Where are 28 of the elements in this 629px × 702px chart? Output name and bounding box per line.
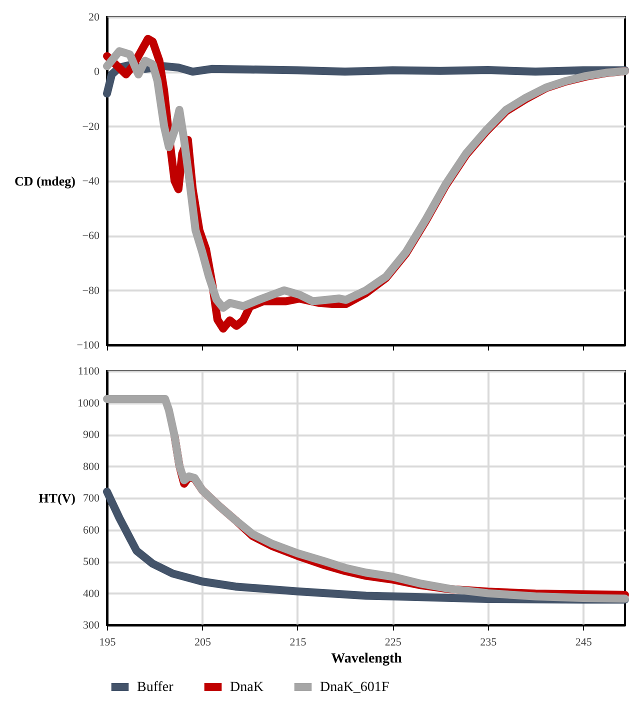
y-tick-label: 1100 xyxy=(78,366,100,378)
y-tick-label: 600 xyxy=(83,524,100,536)
y-tick-label: −20 xyxy=(82,120,100,133)
y-tick-label: −60 xyxy=(82,230,100,242)
y-tick-label: 500 xyxy=(83,556,100,568)
y-tick-label: −100 xyxy=(76,340,100,352)
legend-label: DnaK xyxy=(230,680,264,695)
y-tick-label: 1000 xyxy=(78,397,100,410)
y-axis-title: CD (mdeg) xyxy=(14,174,76,188)
y-tick-label: 700 xyxy=(83,492,100,504)
y-tick-label: 300 xyxy=(83,620,100,632)
y-tick-label: 400 xyxy=(83,588,100,600)
x-tick-label: 235 xyxy=(480,636,498,648)
y-tick-label: −40 xyxy=(82,176,100,188)
y-tick-label: 20 xyxy=(88,12,100,24)
x-tick-label: 215 xyxy=(290,636,307,648)
x-tick-label: 195 xyxy=(99,636,116,648)
legend-label: Buffer xyxy=(137,680,174,695)
y-tick-label: −80 xyxy=(82,284,100,297)
x-tick-label: 205 xyxy=(194,636,212,648)
x-tick-label: 225 xyxy=(384,636,402,648)
y-tick-label: 900 xyxy=(83,429,100,441)
legend-label: DnaK_601F xyxy=(320,680,390,695)
y-tick-label: 0 xyxy=(94,66,100,78)
y-axis-title: HT(V) xyxy=(38,490,76,506)
x-axis-title: Wavelength xyxy=(331,652,402,666)
y-tick-label: 800 xyxy=(83,460,100,473)
x-tick-label: 245 xyxy=(575,636,592,648)
